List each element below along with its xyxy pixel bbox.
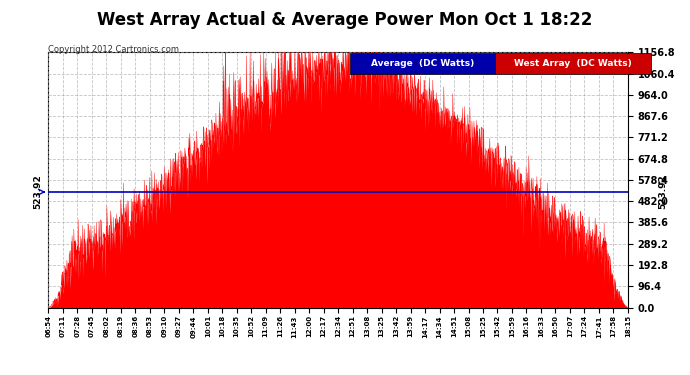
- Text: 523.92: 523.92: [33, 175, 43, 209]
- Text: 523.92: 523.92: [658, 175, 667, 209]
- Text: West Array  (DC Watts): West Array (DC Watts): [514, 58, 632, 68]
- Text: Average  (DC Watts): Average (DC Watts): [371, 58, 474, 68]
- Text: Copyright 2012 Cartronics.com: Copyright 2012 Cartronics.com: [48, 45, 179, 54]
- Text: West Array Actual & Average Power Mon Oct 1 18:22: West Array Actual & Average Power Mon Oc…: [97, 11, 593, 29]
